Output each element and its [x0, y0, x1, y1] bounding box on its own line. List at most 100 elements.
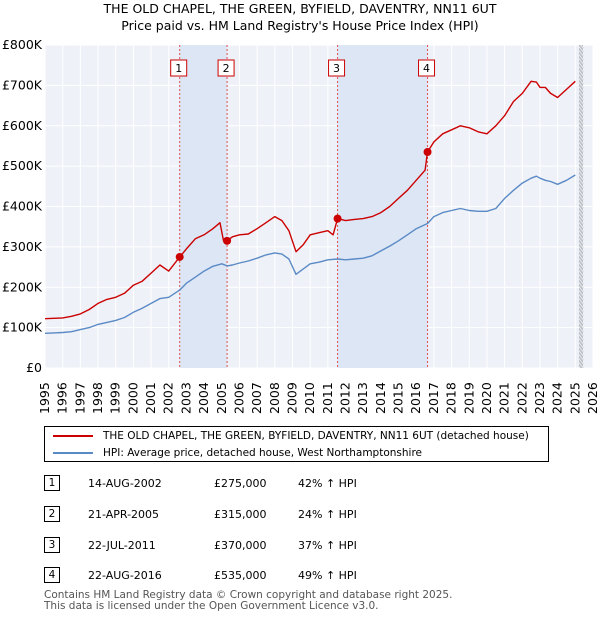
- forecast-hatch: [578, 106, 584, 120]
- y-tick-label: £100K: [2, 320, 43, 335]
- sale-label-number: 3: [333, 62, 340, 75]
- forecast-hatch: [578, 142, 584, 156]
- forecast-hatch: [578, 334, 584, 348]
- x-tick-label: 2004: [196, 382, 211, 414]
- forecast-hatch: [578, 98, 584, 112]
- y-tick-label: £300K: [2, 239, 43, 254]
- sale-point: [333, 214, 342, 223]
- forecast-hatch: [578, 250, 584, 264]
- x-tick-label: 1995: [37, 382, 52, 414]
- x-tick-label: 2006: [231, 382, 246, 414]
- sale-label-number: 1: [175, 62, 182, 75]
- legend-swatch-hpi: [53, 452, 93, 454]
- transaction-hpi-diff: 49% ↑ HPI: [298, 569, 357, 582]
- forecast-hatch: [578, 154, 584, 168]
- transaction-hpi-diff: 24% ↑ HPI: [298, 508, 357, 521]
- forecast-hatch: [578, 286, 584, 300]
- forecast-hatch: [578, 318, 584, 332]
- transaction-row: 4 22-AUG-2016 £535,000 49% ↑ HPI: [0, 567, 600, 587]
- forecast-hatch: [578, 45, 582, 52]
- transaction-hpi-diff: 37% ↑ HPI: [298, 539, 357, 552]
- forecast-hatch: [578, 130, 584, 144]
- x-tick-label: 2012: [338, 382, 353, 414]
- x-tick-label: 2000: [125, 382, 140, 414]
- forecast-hatch: [578, 150, 584, 164]
- forecast-hatch: [578, 70, 584, 84]
- forecast-hatch: [578, 46, 584, 60]
- sale-label-box: [418, 59, 436, 77]
- forecast-hatch: [578, 90, 584, 104]
- forecast-hatch: [578, 162, 584, 176]
- x-tick-label: 1996: [55, 382, 70, 414]
- x-tick-label: 2007: [249, 382, 264, 414]
- forecast-hatch: [578, 114, 584, 128]
- forecast-hatch: [578, 118, 584, 132]
- x-tick-label: 2014: [373, 382, 388, 414]
- x-tick-label: 2018: [444, 382, 459, 414]
- forecast-hatch: [578, 282, 584, 296]
- y-tick-label: £400K: [2, 199, 43, 214]
- forecast-hatch: [578, 166, 584, 180]
- forecast-hatch: [578, 146, 584, 160]
- footer-licence: This data is licensed under the Open Gov…: [44, 600, 379, 612]
- x-tick-label: 2001: [143, 382, 158, 414]
- forecast-hatch: [578, 338, 584, 352]
- sale-label-number: 4: [423, 62, 430, 75]
- forecast-hatch: [578, 210, 584, 224]
- forecast-hatch: [578, 190, 584, 204]
- forecast-hatch: [578, 330, 584, 344]
- forecast-hatch: [578, 266, 584, 280]
- forecast-hatch: [578, 322, 584, 336]
- x-tick-label: 2010: [302, 382, 317, 414]
- x-tick-label: 2020: [479, 382, 494, 414]
- series-line-property: [44, 80, 576, 320]
- x-tick-label: 2019: [461, 382, 476, 414]
- price-chart: THE OLD CHAPEL, THE GREEN, BYFIELD, DAVE…: [2, 1, 600, 414]
- transaction-date: 22-JUL-2011: [88, 539, 156, 552]
- forecast-hatch: [578, 346, 584, 360]
- forecast-hatch: [578, 170, 584, 184]
- x-tick-label: 2024: [550, 382, 565, 414]
- forecast-hatch: [578, 198, 584, 212]
- forecast-hatch: [578, 58, 584, 72]
- forecast-hatch: [578, 206, 584, 220]
- x-tick-label: 2015: [391, 382, 406, 414]
- x-tick-label: 2008: [267, 382, 282, 414]
- forecast-hatch: [582, 366, 584, 368]
- forecast-hatch: [578, 254, 584, 268]
- forecast-hatch: [578, 94, 584, 108]
- forecast-hatch: [578, 310, 584, 324]
- forecast-hatch: [578, 50, 584, 64]
- forecast-hatch: [578, 234, 584, 248]
- x-tick-label: 2017: [426, 382, 441, 414]
- forecast-hatch: [578, 306, 584, 320]
- forecast-area: [578, 45, 584, 368]
- sale-point: [175, 252, 184, 261]
- forecast-hatch: [578, 82, 584, 96]
- forecast-hatch: [578, 186, 584, 200]
- forecast-hatch: [578, 54, 584, 68]
- forecast-hatch: [578, 298, 584, 312]
- transaction-price: £370,000: [214, 539, 267, 552]
- forecast-hatch: [578, 326, 584, 340]
- forecast-hatch: [578, 218, 584, 232]
- chart-subtitle: Price paid vs. HM Land Registry's House …: [121, 18, 478, 33]
- transaction-row: 3 22-JUL-2011 £370,000 37% ↑ HPI: [0, 537, 600, 557]
- legend-label-hpi: HPI: Average price, detached house, West…: [103, 447, 422, 459]
- forecast-hatch: [578, 74, 584, 88]
- forecast-hatch: [578, 182, 584, 196]
- forecast-hatch: [578, 350, 584, 364]
- transaction-date: 21-APR-2005: [88, 508, 160, 521]
- x-tick-label: 1998: [90, 382, 105, 414]
- x-tick-label: 2011: [320, 382, 335, 414]
- forecast-hatch: [578, 62, 584, 76]
- transaction-price: £315,000: [214, 508, 267, 521]
- x-tick-label: 2021: [497, 382, 512, 414]
- x-tick-label: 2016: [408, 382, 423, 414]
- transaction-number: 4: [44, 567, 60, 583]
- forecast-hatch: [578, 102, 584, 116]
- transaction-number: 2: [44, 506, 60, 522]
- footer-copyright: Contains HM Land Registry data © Crown c…: [44, 589, 453, 601]
- x-tick-label: 2023: [532, 382, 547, 414]
- forecast-hatch: [578, 110, 584, 124]
